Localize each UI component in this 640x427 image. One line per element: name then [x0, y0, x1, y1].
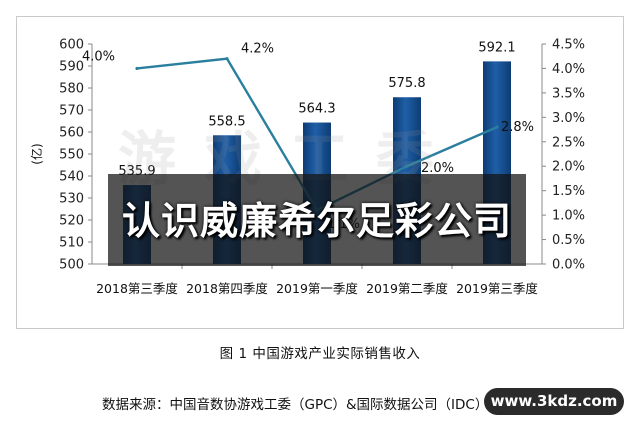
line-point — [135, 66, 139, 71]
y2-tick-label: 2.0% — [552, 160, 585, 175]
line-point — [405, 164, 409, 168]
y2-tick-label: 4.0% — [552, 62, 585, 77]
category-label: 2018第三季度 — [96, 281, 178, 296]
y-tick-label: 600 — [59, 38, 84, 53]
category-label: 2019第一季度 — [276, 281, 358, 296]
line-point — [225, 57, 229, 61]
y-tick-label: 570 — [59, 104, 84, 119]
site-url: www.3kdz.com — [490, 392, 618, 410]
bar-value-label: 558.5 — [208, 114, 245, 129]
y-tick-label: 550 — [59, 148, 84, 163]
line-value-label: 2.0% — [421, 161, 454, 176]
y-tick-label: 580 — [59, 82, 84, 97]
category-label: 2018第四季度 — [186, 281, 268, 296]
overlay-banner: 认识威廉希尔足彩公司 — [108, 174, 526, 266]
bar-value-label: 564.3 — [298, 102, 335, 117]
y2-tick-label: 2.5% — [552, 135, 585, 150]
banner-title: 认识威廉希尔足彩公司 — [121, 199, 512, 243]
site-badge[interactable]: www.3kdz.com — [484, 388, 624, 415]
y-axis-unit: (亿) — [29, 143, 44, 164]
y2-tick-label: 0.0% — [552, 258, 585, 273]
figure-caption: 图 1 中国游戏产业实际销售收入 — [219, 346, 421, 362]
bar-value-label: 592.1 — [478, 40, 515, 55]
bar-value-label: 575.8 — [388, 76, 425, 91]
category-label: 2019第三季度 — [456, 281, 538, 296]
line-point — [495, 125, 499, 129]
y-tick-label: 540 — [59, 170, 84, 185]
y-tick-label: 590 — [59, 60, 84, 75]
y2-tick-label: 4.5% — [552, 38, 585, 53]
line-value-label: 4.2% — [241, 42, 274, 57]
y2-tick-label: 1.5% — [552, 184, 585, 199]
line-value-label: 2.8% — [501, 120, 534, 135]
line-value-label: 4.0% — [82, 49, 115, 64]
y2-tick-label: 1.0% — [552, 209, 585, 224]
y-tick-label: 560 — [59, 126, 84, 141]
y-tick-label: 530 — [59, 192, 84, 207]
y-tick-label: 520 — [59, 214, 84, 229]
y2-tick-label: 3.5% — [552, 86, 585, 101]
y-tick-label: 510 — [59, 236, 84, 251]
data-source: 数据来源：中国音数协游戏工委（GPC）&国际数据公司（IDC） — [102, 397, 489, 413]
y2-tick-label: 3.0% — [552, 111, 585, 126]
category-label: 2019第二季度 — [366, 281, 448, 296]
y2-tick-label: 0.5% — [552, 233, 585, 248]
y-tick-label: 500 — [59, 258, 84, 273]
